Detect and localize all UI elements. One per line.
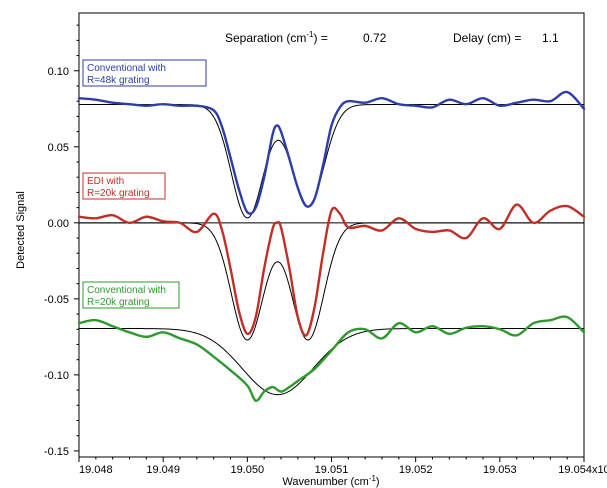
legend-label-line-1: Conventional with — [87, 285, 166, 296]
x-axis-label: Wavenumber (cm-1) — [282, 474, 379, 488]
legend-box-conventional-48k: Conventional with R=48k grating — [82, 59, 207, 87]
legend-label-line-2: R=20k grating — [87, 188, 150, 199]
y-tick-label: -0.10 — [44, 370, 69, 382]
legend-label-line-2: R=20k grating — [87, 297, 150, 308]
legend-box-conventional-20k: Conventional with R=20k grating — [82, 281, 180, 309]
series-line-2 — [77, 315, 586, 402]
legend-box-edi-20k: EDI with R=20k grating — [82, 172, 166, 200]
series-line-1 — [77, 203, 586, 337]
delay-value: 1.1 — [542, 31, 559, 45]
y-tick-label: 0.10 — [48, 66, 69, 78]
separation-label: Separation (cm-1) = — [225, 30, 328, 45]
y-axis-label: Detected Signal — [15, 191, 27, 269]
delay-label: Delay (cm) = — [453, 31, 521, 45]
x-tick-label: 19.051 — [315, 464, 349, 476]
legend-label-line-2: R=48k grating — [87, 75, 150, 86]
y-tick-label: -0.15 — [44, 446, 69, 458]
model-fit-line — [79, 104, 584, 219]
model-fit-line — [79, 222, 584, 341]
x-tick-label: 19.050 — [231, 464, 265, 476]
x-tick-label: 19.048 — [79, 464, 113, 476]
x-tick-label: 19.052 — [399, 464, 433, 476]
x-tick-label: 19.054x10 — [558, 464, 607, 476]
x-tick-label: 19.049 — [146, 464, 180, 476]
x-tick-label: 19.053 — [483, 464, 517, 476]
model-fit-line — [79, 328, 584, 396]
y-tick-label: -0.05 — [44, 294, 69, 306]
separation-value: 0.72 — [363, 31, 387, 45]
series-line-0 — [77, 90, 586, 215]
y-tick-label: 0.05 — [48, 142, 69, 154]
legend-label-line-1: Conventional with — [87, 63, 166, 74]
legend-label-line-1: EDI with — [87, 176, 124, 187]
y-tick-label: 0.00 — [48, 218, 69, 230]
